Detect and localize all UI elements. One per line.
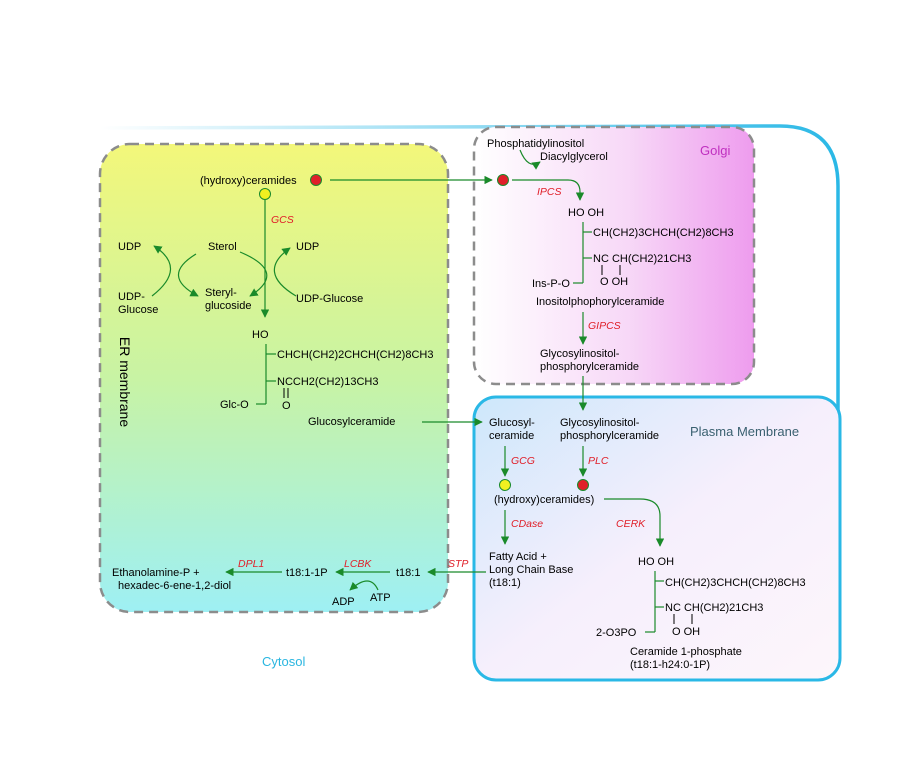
enzyme-gipcs: GIPCS (588, 320, 621, 332)
plasma-membrane-label: Plasma Membrane (690, 424, 799, 439)
udp-glucose-left-2: Glucose (118, 304, 158, 316)
golgi-region (472, 125, 756, 386)
udp-glucose-left-1: UDP- (118, 291, 145, 303)
enzyme-stp: STP (448, 558, 468, 570)
enzyme-cerk: CERK (616, 518, 646, 530)
c1p-nc: NC CH(CH2)21CH3 (665, 602, 763, 614)
cytosol-boundary (99, 124, 840, 640)
phosphatidylinositol: Phosphatidylinositol (487, 138, 584, 150)
fatty-acid-2: Long Chain Base (489, 564, 573, 576)
pm-hydroxy-ceramides: (hydroxy)ceramides) (494, 494, 594, 506)
diacylglycerol: Diacylglycerol (540, 151, 608, 163)
udp-left: UDP (118, 241, 141, 253)
cytosol-label: Cytosol (262, 654, 305, 669)
golgi-ho-oh: HO OH (568, 207, 604, 219)
er-yellow-marker (259, 188, 271, 200)
enzyme-cdase: CDase (511, 518, 543, 530)
golgi-nc: NC CH(CH2)21CH3 (593, 253, 691, 265)
arrow-udp-glucose-to-udp-right (273, 247, 297, 297)
inositolphosphorylceramide: Inositolphophorylceramide (536, 296, 664, 308)
golgi-red-marker (497, 174, 509, 186)
fatty-acid-3: (t18:1) (489, 577, 521, 589)
arrow-cerk (604, 498, 665, 547)
gc-ho: HO (252, 329, 269, 341)
gc-nc: NCCH2(CH2)13CH3 (277, 376, 378, 388)
c1p-name-2: (t18:1-h24:0-1P) (630, 659, 710, 671)
enzyme-ipcs: IPCS (537, 186, 562, 198)
arrow-sterol-to-steryl (178, 253, 199, 297)
gc-chain: CHCH(CH2)2CHCH(CH2)8CH3 (277, 349, 433, 361)
gc-glc-o: Glc-O (220, 399, 249, 411)
c1p-o3po: 2-O3PO (596, 627, 637, 639)
cyto-t18-1-1p: t18:1-1P (286, 567, 328, 579)
pm-yellow-marker (499, 479, 511, 491)
golgi-chain: CH(CH2)3CHCH(CH2)8CH3 (593, 227, 734, 239)
golgi-ins-p-o: Ins-P-O (532, 278, 570, 290)
enzyme-plc: PLC (588, 455, 609, 467)
c1p-chain: CH(CH2)3CHCH(CH2)8CH3 (665, 577, 806, 589)
udp-glucose-right: UDP-Glucose (296, 293, 363, 305)
enzyme-lcbk: LCBK (344, 558, 372, 570)
steryl-glucoside-2: glucoside (205, 300, 251, 312)
arrow-udp-glucose-to-udp-left (151, 245, 171, 297)
er-hydroxy-ceramides: (hydroxy)ceramides (200, 175, 297, 187)
arrow-pi-to-dag (519, 149, 541, 170)
sterol: Sterol (208, 241, 237, 253)
cyto-atp: ATP (370, 592, 391, 604)
pm-gipc-1: Glycosylinositol- (560, 417, 640, 429)
arrow-atp-adp (349, 580, 379, 591)
c1p-ho-oh: HO OH (638, 556, 674, 568)
c1p-o-oh: O OH (672, 626, 700, 638)
pm-red-marker (577, 479, 589, 491)
fatty-acid-1: Fatty Acid + (489, 551, 547, 563)
golgi-o-oh: O OH (600, 276, 628, 288)
er-red-marker (310, 174, 322, 186)
er-membrane-label: ER membrane (117, 337, 133, 427)
enzyme-dpl1: DPL1 (238, 558, 264, 570)
cyto-adp: ADP (332, 596, 355, 608)
cyto-t18-1: t18:1 (396, 567, 420, 579)
enzyme-gcg: GCG (511, 455, 535, 467)
cyto-products-2: hexadec-6-ene-1,2-diol (118, 580, 231, 592)
pm-glucosyl-2: ceramide (489, 430, 534, 442)
pm-gipc-2: phosphorylceramide (560, 430, 659, 442)
glucosylceramide-name: Glucosylceramide (308, 416, 395, 428)
steryl-glucoside-1: Steryl- (205, 287, 237, 299)
enzyme-gcs: GCS (271, 214, 294, 226)
golgi-gipc-2: phosphorylceramide (540, 361, 639, 373)
c1p-name-1: Ceramide 1-phosphate (630, 646, 742, 658)
arrow-sterol-to-steryl-right (239, 251, 268, 297)
gc-o: O (282, 400, 291, 412)
golgi-gipc-1: Glycosylinositol- (540, 348, 620, 360)
udp-right: UDP (296, 241, 319, 253)
golgi-label: Golgi (700, 143, 730, 158)
arrow-ipcs (512, 179, 585, 201)
pm-glucosyl-1: Glucosyl- (489, 417, 535, 429)
cyto-products-1: Ethanolamine-P + (112, 567, 200, 579)
